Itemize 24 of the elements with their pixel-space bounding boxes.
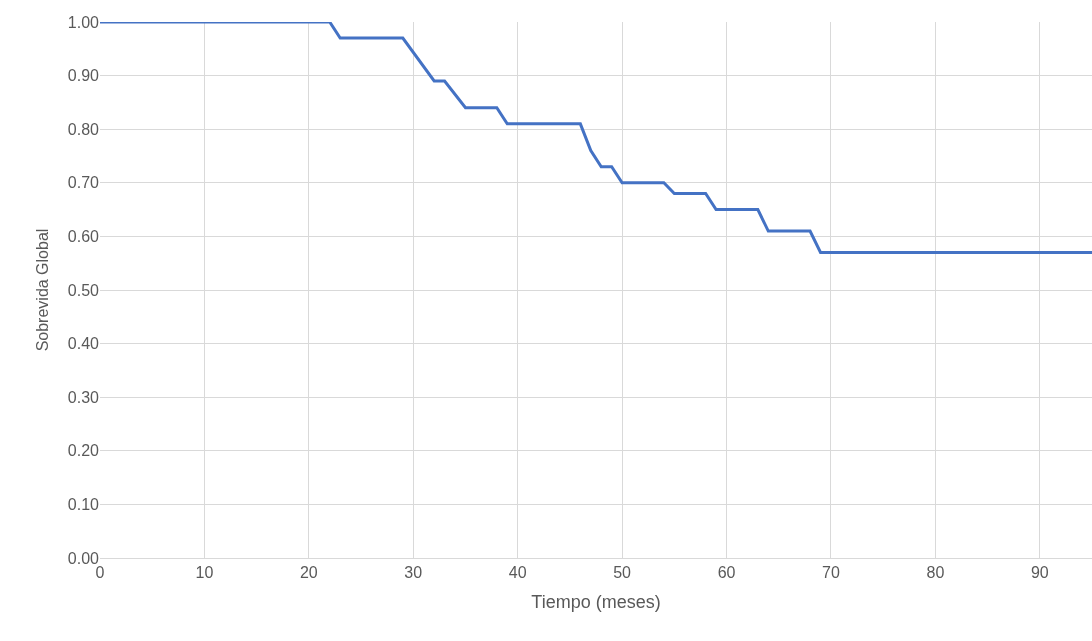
y-tick-label: 0.60 <box>67 228 100 245</box>
y-tick-label: 0.00 <box>67 549 100 567</box>
x-tick-label: 50 <box>613 564 632 582</box>
x-tick-label: 60 <box>717 564 736 582</box>
y-tick-label: 0.10 <box>67 496 100 513</box>
y-tick-label: 0.50 <box>67 281 100 299</box>
x-tick-label: 40 <box>508 564 527 582</box>
x-tick-label: 20 <box>299 564 318 582</box>
y-tick-label: 0.30 <box>67 388 100 406</box>
line-series <box>100 22 1092 254</box>
y-tick-label: 0.40 <box>67 335 100 353</box>
x-tick-label: 10 <box>195 564 214 582</box>
x-tick-label: 30 <box>404 564 423 582</box>
x-tick-label: 80 <box>926 564 945 582</box>
y-tick-label: 0.70 <box>67 174 100 192</box>
x-tick-label: 0 <box>95 564 105 582</box>
x-tick-label: 70 <box>822 564 840 582</box>
y-tick-label: 0.90 <box>67 67 100 85</box>
y-tick-label: 0.20 <box>67 442 100 460</box>
x-tick-label: 90 <box>1030 564 1049 582</box>
y-tick-label: 0.80 <box>67 120 100 138</box>
x-axis-title: Tiempo (meses) <box>531 592 661 613</box>
y-axis-title: Sobrevida Global <box>33 228 51 352</box>
y-tick-label: 1.00 <box>67 13 100 31</box>
